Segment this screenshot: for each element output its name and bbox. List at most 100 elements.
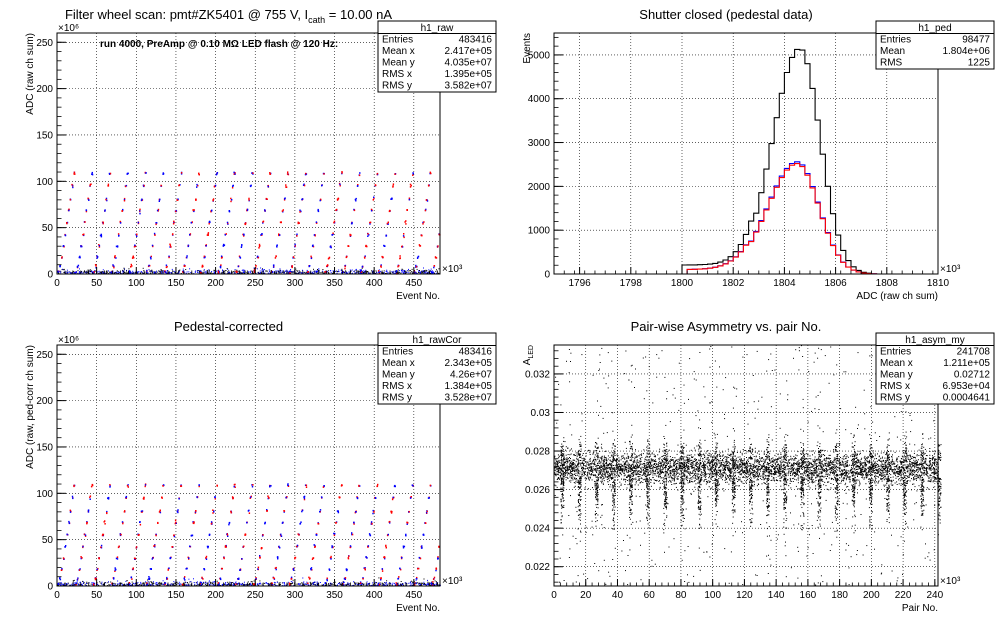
scatter-points — [57, 483, 441, 587]
data-point — [317, 209, 319, 212]
data-point — [101, 272, 103, 274]
data-point — [252, 172, 254, 174]
data-point — [73, 171, 76, 174]
data-point — [179, 584, 181, 586]
data-point — [420, 584, 422, 586]
data-point — [294, 557, 296, 560]
y-axis-multiplier: ×10⁶ — [58, 23, 79, 34]
data-point — [228, 272, 230, 274]
data-point — [269, 272, 271, 274]
plot-frame — [56, 32, 441, 275]
data-point — [631, 472, 633, 474]
data-point — [153, 271, 155, 273]
data-point — [156, 222, 158, 224]
data-point — [626, 471, 628, 473]
data-point — [351, 269, 353, 271]
data-point — [750, 466, 752, 468]
data-point — [803, 472, 805, 474]
data-point — [193, 578, 194, 580]
data-point — [126, 580, 128, 582]
data-point — [125, 580, 127, 582]
data-point — [261, 583, 263, 585]
data-point — [816, 474, 818, 476]
data-point — [328, 584, 330, 586]
data-point — [802, 467, 804, 469]
data-point — [683, 465, 685, 467]
data-point — [347, 557, 349, 559]
data-point — [66, 583, 68, 584]
data-point — [222, 269, 223, 271]
data-point — [387, 272, 389, 274]
data-point — [790, 473, 791, 474]
data-point — [250, 582, 252, 584]
data-point — [793, 463, 794, 465]
data-point — [663, 461, 665, 463]
data-point — [174, 522, 176, 525]
data-point — [427, 579, 428, 581]
data-point — [174, 272, 176, 274]
data-point — [814, 461, 816, 463]
data-point — [168, 255, 170, 258]
data-point — [84, 270, 85, 272]
data-point — [378, 269, 380, 271]
data-point — [287, 271, 289, 273]
data-point — [817, 458, 819, 460]
x-tick-label: 200 — [207, 590, 224, 601]
data-point — [227, 583, 229, 585]
data-point — [148, 577, 151, 580]
data-point — [596, 476, 598, 478]
data-point — [736, 478, 738, 480]
data-point — [389, 210, 391, 212]
data-point — [896, 471, 898, 472]
data-point — [142, 583, 144, 585]
data-point — [618, 461, 620, 463]
data-point — [93, 271, 95, 273]
data-point — [374, 497, 377, 499]
data-point — [279, 584, 281, 586]
data-point — [295, 268, 297, 270]
data-point — [353, 584, 355, 586]
data-point — [167, 270, 169, 271]
data-point — [159, 511, 162, 514]
data-point — [206, 270, 208, 272]
data-point — [598, 470, 600, 472]
data-point — [599, 472, 601, 474]
data-point — [691, 459, 693, 461]
data-point — [557, 471, 559, 473]
data-point — [722, 451, 724, 453]
data-point — [842, 469, 844, 471]
data-point — [918, 477, 919, 479]
data-point — [328, 256, 331, 259]
data-point — [348, 271, 350, 273]
data-point — [252, 272, 254, 274]
data-point — [704, 471, 706, 472]
data-point — [317, 523, 320, 525]
data-point — [419, 245, 421, 247]
data-point — [412, 172, 414, 175]
data-point — [362, 584, 364, 586]
data-point — [337, 271, 339, 273]
data-point — [780, 456, 782, 458]
data-point — [137, 271, 139, 273]
data-point — [423, 270, 425, 272]
data-point — [761, 468, 762, 469]
data-point — [372, 270, 374, 272]
data-point — [753, 466, 755, 468]
data-point — [828, 481, 830, 483]
data-point — [627, 462, 629, 464]
data-point — [193, 521, 195, 523]
data-point — [740, 470, 742, 472]
data-point — [764, 478, 765, 480]
data-point — [170, 583, 172, 585]
data-point — [933, 474, 935, 476]
data-point — [128, 583, 130, 586]
data-point — [158, 583, 160, 585]
data-point — [117, 584, 119, 586]
data-point — [578, 462, 580, 464]
data-point — [810, 476, 812, 478]
data-point — [560, 462, 562, 464]
data-point — [169, 244, 172, 247]
data-point — [259, 582, 261, 584]
data-point — [642, 453, 644, 455]
data-point — [693, 464, 695, 466]
